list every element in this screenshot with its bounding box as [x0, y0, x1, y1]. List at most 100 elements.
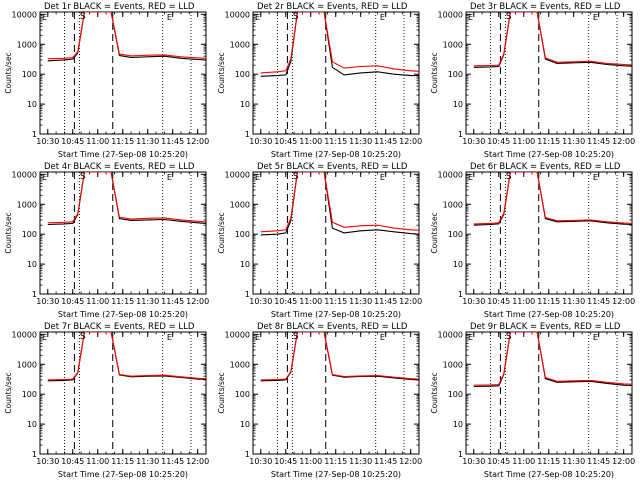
y-tick-label: 1000 — [443, 200, 463, 209]
x-tick-label: 10:30 — [249, 457, 272, 466]
x-tick-label: 11:15 — [324, 457, 347, 466]
marker-e-label: E — [167, 173, 172, 182]
x-tick-label: 11:00 — [86, 297, 109, 306]
panel-title: Det 9r BLACK = Events, RED = LLD — [470, 322, 621, 332]
x-tick-label: 11:15 — [537, 457, 560, 466]
y-tick-label: 100 — [448, 390, 463, 399]
x-tick-label: 11:30 — [349, 457, 372, 466]
x-axis-label: Start Time (27-Sep-08 10:25:20) — [58, 470, 188, 479]
x-tick-label: 11:45 — [161, 137, 184, 146]
x-tick-label: 10:30 — [462, 457, 485, 466]
x-tick-label: 12:00 — [612, 297, 635, 306]
series-events-line — [473, 12, 632, 68]
y-tick-label: 10000 — [225, 330, 250, 339]
y-axis-label: Counts/sec — [4, 52, 13, 93]
x-tick-label: 11:00 — [512, 137, 535, 146]
marker-corner-label: E — [255, 333, 260, 342]
series-events-line — [260, 172, 419, 236]
y-tick-label: 10000 — [438, 330, 463, 339]
y-tick-label: 1 — [245, 290, 250, 299]
x-tick-label: 11:15 — [324, 297, 347, 306]
y-tick-label: 1 — [458, 450, 463, 459]
plot-frame — [465, 11, 633, 135]
series-lld-line — [473, 172, 632, 225]
y-tick-label: 1 — [245, 130, 250, 139]
panel-det-4r: Det 4r BLACK = Events, RED = LLD 1 10 100 10… — [4, 162, 209, 319]
y-tick-label: 10 — [27, 420, 37, 429]
y-tick-label: 10000 — [12, 170, 37, 179]
x-tick-label: 11:15 — [111, 457, 134, 466]
series-events-line — [260, 332, 419, 382]
x-tick-label: 11:45 — [587, 297, 610, 306]
x-tick-label: 11:00 — [86, 137, 109, 146]
x-tick-label: 12:00 — [186, 457, 209, 466]
y-tick-label: 10 — [453, 420, 463, 429]
panel-title: Det 8r BLACK = Events, RED = LLD — [257, 322, 408, 332]
y-tick-label: 100 — [22, 230, 37, 239]
y-tick-label: 1000 — [17, 200, 37, 209]
y-tick-label: 1000 — [443, 360, 463, 369]
marker-s-label: S — [80, 332, 86, 342]
x-tick-label: 11:45 — [374, 297, 397, 306]
series-lld-line — [260, 172, 419, 233]
y-tick-label: 100 — [22, 390, 37, 399]
panel-title: Det 7r BLACK = Events, RED = LLD — [44, 322, 195, 332]
marker-corner-label: E — [255, 13, 260, 22]
plot-frame — [465, 171, 633, 295]
y-tick-label: 100 — [448, 230, 463, 239]
x-tick-label: 10:45 — [61, 137, 84, 146]
x-tick-label: 10:45 — [487, 457, 510, 466]
y-tick-label: 1 — [458, 290, 463, 299]
series-lld-line — [473, 332, 632, 386]
series-events-line — [47, 332, 206, 382]
x-tick-label: 11:30 — [562, 137, 585, 146]
series-events-line — [260, 12, 419, 77]
marker-e-label: E — [380, 333, 385, 342]
marker-corner-label: E — [468, 333, 473, 342]
x-axis-label: Start Time (27-Sep-08 10:25:20) — [58, 150, 188, 159]
y-tick-label: 10 — [240, 420, 250, 429]
panel-det-2r: Det 2r BLACK = Events, RED = LLD 1 10 100 10… — [217, 2, 422, 159]
plot-frame — [252, 11, 420, 135]
panel-title: Det 3r BLACK = Events, RED = LLD — [470, 2, 621, 12]
marker-s-label: S — [506, 172, 512, 182]
marker-e-label: E — [167, 333, 172, 342]
panel-det-6r: Det 6r BLACK = Events, RED = LLD 1 10 100 10… — [430, 162, 635, 319]
y-tick-label: 10 — [27, 260, 37, 269]
marker-s-label: S — [80, 12, 86, 22]
x-tick-label: 12:00 — [186, 137, 209, 146]
x-tick-label: 11:15 — [324, 137, 347, 146]
series-events-line — [473, 172, 632, 226]
marker-s-label: S — [293, 172, 299, 182]
x-tick-label: 10:45 — [61, 457, 84, 466]
y-axis-label: Counts/sec — [4, 212, 13, 253]
y-tick-label: 10000 — [225, 170, 250, 179]
x-tick-label: 10:45 — [274, 297, 297, 306]
y-tick-label: 10000 — [12, 10, 37, 19]
x-tick-label: 11:45 — [161, 457, 184, 466]
series-events-line — [473, 332, 632, 388]
panel-title: Det 5r BLACK = Events, RED = LLD — [257, 162, 408, 172]
x-tick-label: 10:45 — [487, 297, 510, 306]
series-events-line — [47, 12, 206, 62]
x-tick-label: 11:00 — [86, 457, 109, 466]
marker-corner-label: E — [468, 173, 473, 182]
y-axis-label: Counts/sec — [430, 372, 439, 413]
y-tick-label: 100 — [448, 70, 463, 79]
marker-e-label: E — [380, 173, 385, 182]
y-tick-label: 1 — [32, 130, 37, 139]
y-tick-label: 10 — [240, 100, 250, 109]
y-tick-label: 1000 — [443, 40, 463, 49]
y-tick-label: 1 — [245, 450, 250, 459]
x-tick-label: 10:30 — [462, 137, 485, 146]
marker-corner-label: E — [255, 173, 260, 182]
panel-det-9r: Det 9r BLACK = Events, RED = LLD 1 10 100 10… — [430, 322, 635, 479]
y-tick-label: 1 — [458, 130, 463, 139]
marker-corner-label: E — [42, 13, 47, 22]
x-tick-label: 10:30 — [36, 297, 59, 306]
y-tick-label: 1000 — [17, 360, 37, 369]
plot-frame — [465, 331, 633, 455]
x-tick-label: 11:45 — [374, 137, 397, 146]
plot-frame — [39, 171, 207, 295]
marker-s-label: S — [506, 12, 512, 22]
